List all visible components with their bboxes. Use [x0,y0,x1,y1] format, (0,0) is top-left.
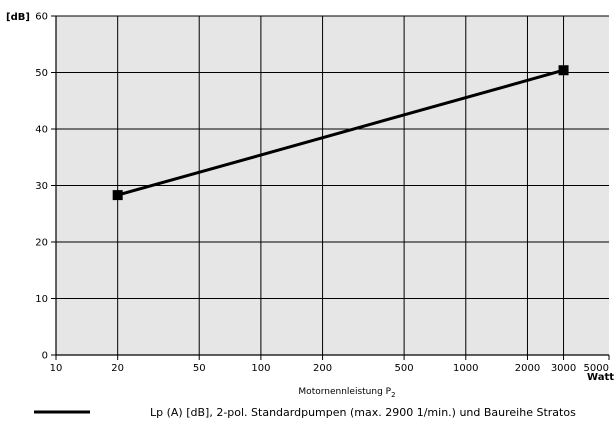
y-tick-label: 10 [35,294,48,305]
x-tick-label: 1000 [453,363,478,374]
x-tick-label: 100 [251,363,270,374]
series-line [117,68,564,197]
x-tick-label: 5000 [584,363,609,374]
y-tick-label: 0 [42,351,48,362]
x-tick-label: 3000 [551,363,576,374]
x-tick-label: 200 [313,363,332,374]
data-point-marker [558,65,569,76]
y-tick-label: 30 [35,181,48,192]
y-tick-label: 50 [35,68,48,79]
x-tick-label: 20 [111,363,124,374]
x-axis-unit: Watt [587,372,614,383]
data-point-marker [112,190,123,201]
series-group [112,65,569,201]
y-axis-ticks: 0 10 20 30 40 50 60 [35,12,57,362]
y-tick-label: 60 [35,12,48,23]
legend-label: Lp (A) [dB], 2-pol. Standardpumpen (max.… [150,406,576,419]
x-axis-ticks: 10 20 50 100 200 500 1000 2000 3000 5000 [50,354,610,374]
y-tick-label: 40 [35,125,48,136]
x-tick-label: 500 [395,363,414,374]
y-tick-label: 20 [35,238,48,249]
x-axis-label: Motornennleistung P2 [298,387,395,399]
y-axis-unit: [dB] [6,12,30,23]
x-tick-label: 50 [193,363,206,374]
x-tick-label: 2000 [515,363,540,374]
x-tick-label: 10 [50,363,63,374]
